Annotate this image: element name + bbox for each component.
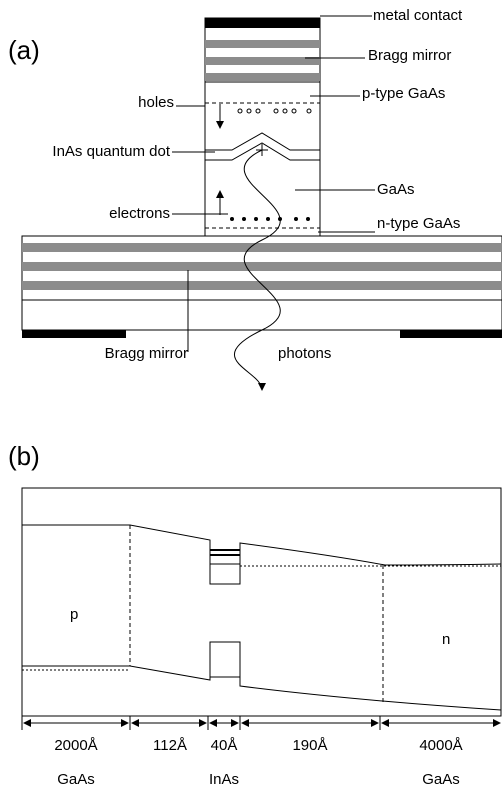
annotation: n-type GaAs bbox=[377, 215, 460, 232]
thickness-label: 190Å bbox=[292, 737, 327, 754]
annotation: Bragg mirror bbox=[105, 345, 188, 362]
annotation: electrons bbox=[109, 205, 170, 222]
annotation: photons bbox=[278, 345, 331, 362]
thickness-label: 112Å bbox=[153, 737, 187, 754]
annotation: GaAs bbox=[377, 181, 415, 198]
annotation: p-type GaAs bbox=[362, 85, 445, 102]
thickness-label: 40Å bbox=[211, 737, 238, 754]
region-label: p bbox=[70, 606, 78, 623]
annotation: metal contact bbox=[373, 7, 463, 24]
panel-label: (a) bbox=[8, 35, 40, 65]
annotation: Bragg mirror bbox=[368, 47, 451, 64]
thickness-label: 2000Å bbox=[54, 737, 97, 754]
figure: (a) metal contact Bragg mirror p-type Ga… bbox=[0, 0, 502, 792]
annotation: holes bbox=[138, 94, 174, 111]
panel-label: (b) bbox=[8, 441, 40, 471]
material-label: GaAs bbox=[422, 771, 460, 788]
material-label: InAs bbox=[209, 771, 239, 788]
band-diagram bbox=[22, 488, 501, 730]
device-structure bbox=[22, 16, 502, 390]
thickness-label: 4000Å bbox=[419, 737, 462, 754]
material-label: GaAs bbox=[57, 771, 95, 788]
annotation: InAs quantum dot bbox=[52, 143, 170, 160]
region-label: n bbox=[442, 631, 450, 648]
